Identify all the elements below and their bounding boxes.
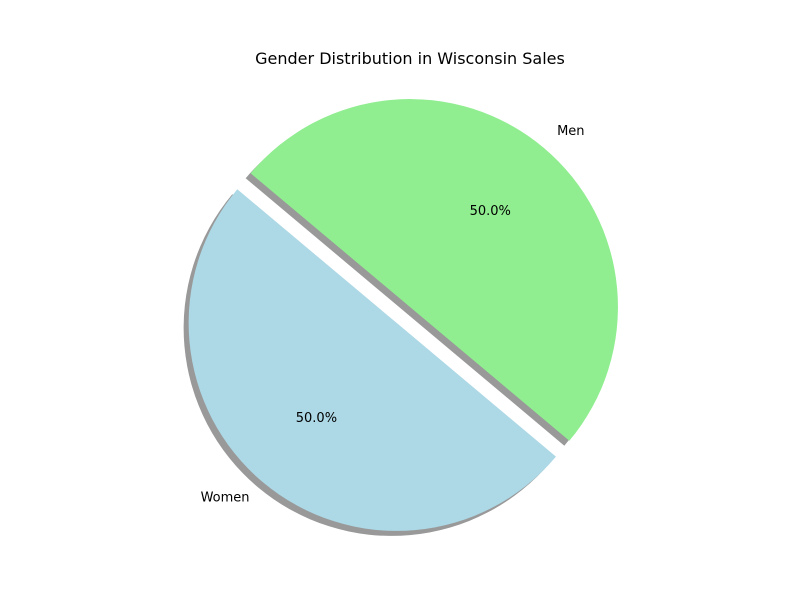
- pie-labels: Women 50.0% Men 50.0%: [201, 124, 585, 505]
- slice-women: [188, 189, 556, 531]
- slice-label-women: Women: [201, 491, 250, 506]
- slice-label-men: Men: [557, 124, 584, 139]
- chart-title: Gender Distribution in Wisconsin Sales: [255, 49, 565, 68]
- percent-label-men: 50.0%: [470, 204, 511, 219]
- pie-slices: [188, 99, 618, 531]
- slice-men: [250, 99, 618, 441]
- percent-label-women: 50.0%: [296, 411, 337, 426]
